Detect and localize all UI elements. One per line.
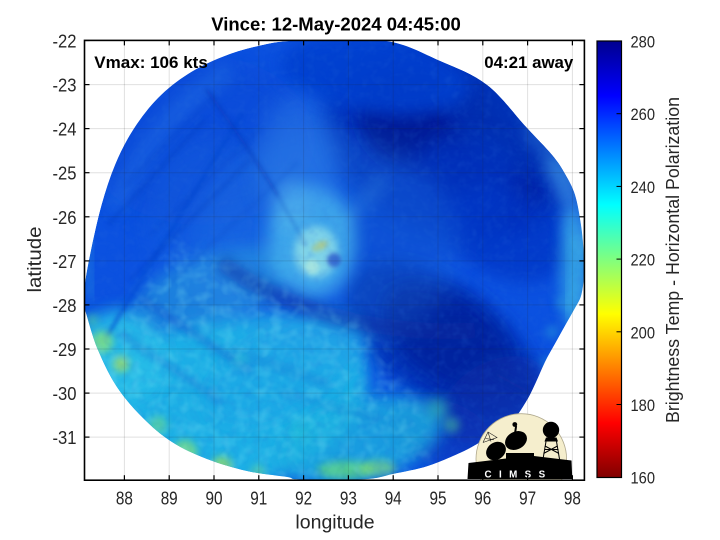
svg-text:-23: -23 — [53, 76, 77, 96]
svg-text:-30: -30 — [53, 384, 77, 404]
svg-text:04:21 away: 04:21 away — [484, 53, 574, 72]
svg-text:-26: -26 — [53, 208, 77, 228]
svg-text:-27: -27 — [53, 252, 77, 272]
svg-text:97: 97 — [519, 488, 536, 508]
svg-text:-25: -25 — [53, 164, 77, 184]
svg-text:Vmax: 106 kts: Vmax: 106 kts — [94, 53, 208, 72]
svg-text:240: 240 — [631, 178, 656, 197]
svg-text:-28: -28 — [53, 296, 77, 316]
svg-text:-29: -29 — [53, 340, 77, 360]
svg-text:220: 220 — [631, 251, 656, 270]
svg-text:92: 92 — [295, 488, 312, 508]
svg-text:latitude: latitude — [24, 227, 46, 293]
svg-text:Vince: 12-May-2024 04:45:00: Vince: 12-May-2024 04:45:00 — [211, 14, 461, 35]
svg-text:longitude: longitude — [295, 511, 374, 533]
svg-text:91: 91 — [250, 488, 267, 508]
svg-text:98: 98 — [564, 488, 581, 508]
svg-text:95: 95 — [430, 488, 447, 508]
svg-text:CIMSS: CIMSS — [485, 469, 553, 480]
svg-text:180: 180 — [631, 396, 656, 415]
svg-text:90: 90 — [206, 488, 223, 508]
svg-text:89: 89 — [161, 488, 178, 508]
svg-text:96: 96 — [474, 488, 491, 508]
svg-text:94: 94 — [385, 488, 402, 508]
svg-text:280: 280 — [631, 33, 656, 52]
svg-text:-24: -24 — [53, 120, 77, 140]
svg-text:Brightness Temp - Horizontal P: Brightness Temp - Horizontal Polarizatio… — [663, 97, 683, 423]
svg-text:93: 93 — [340, 488, 357, 508]
svg-text:160: 160 — [631, 469, 656, 488]
svg-text:-31: -31 — [53, 428, 77, 448]
svg-text:200: 200 — [631, 323, 656, 342]
svg-text:88: 88 — [116, 488, 133, 508]
svg-text:260: 260 — [631, 105, 656, 124]
svg-text:-22: -22 — [53, 32, 77, 52]
